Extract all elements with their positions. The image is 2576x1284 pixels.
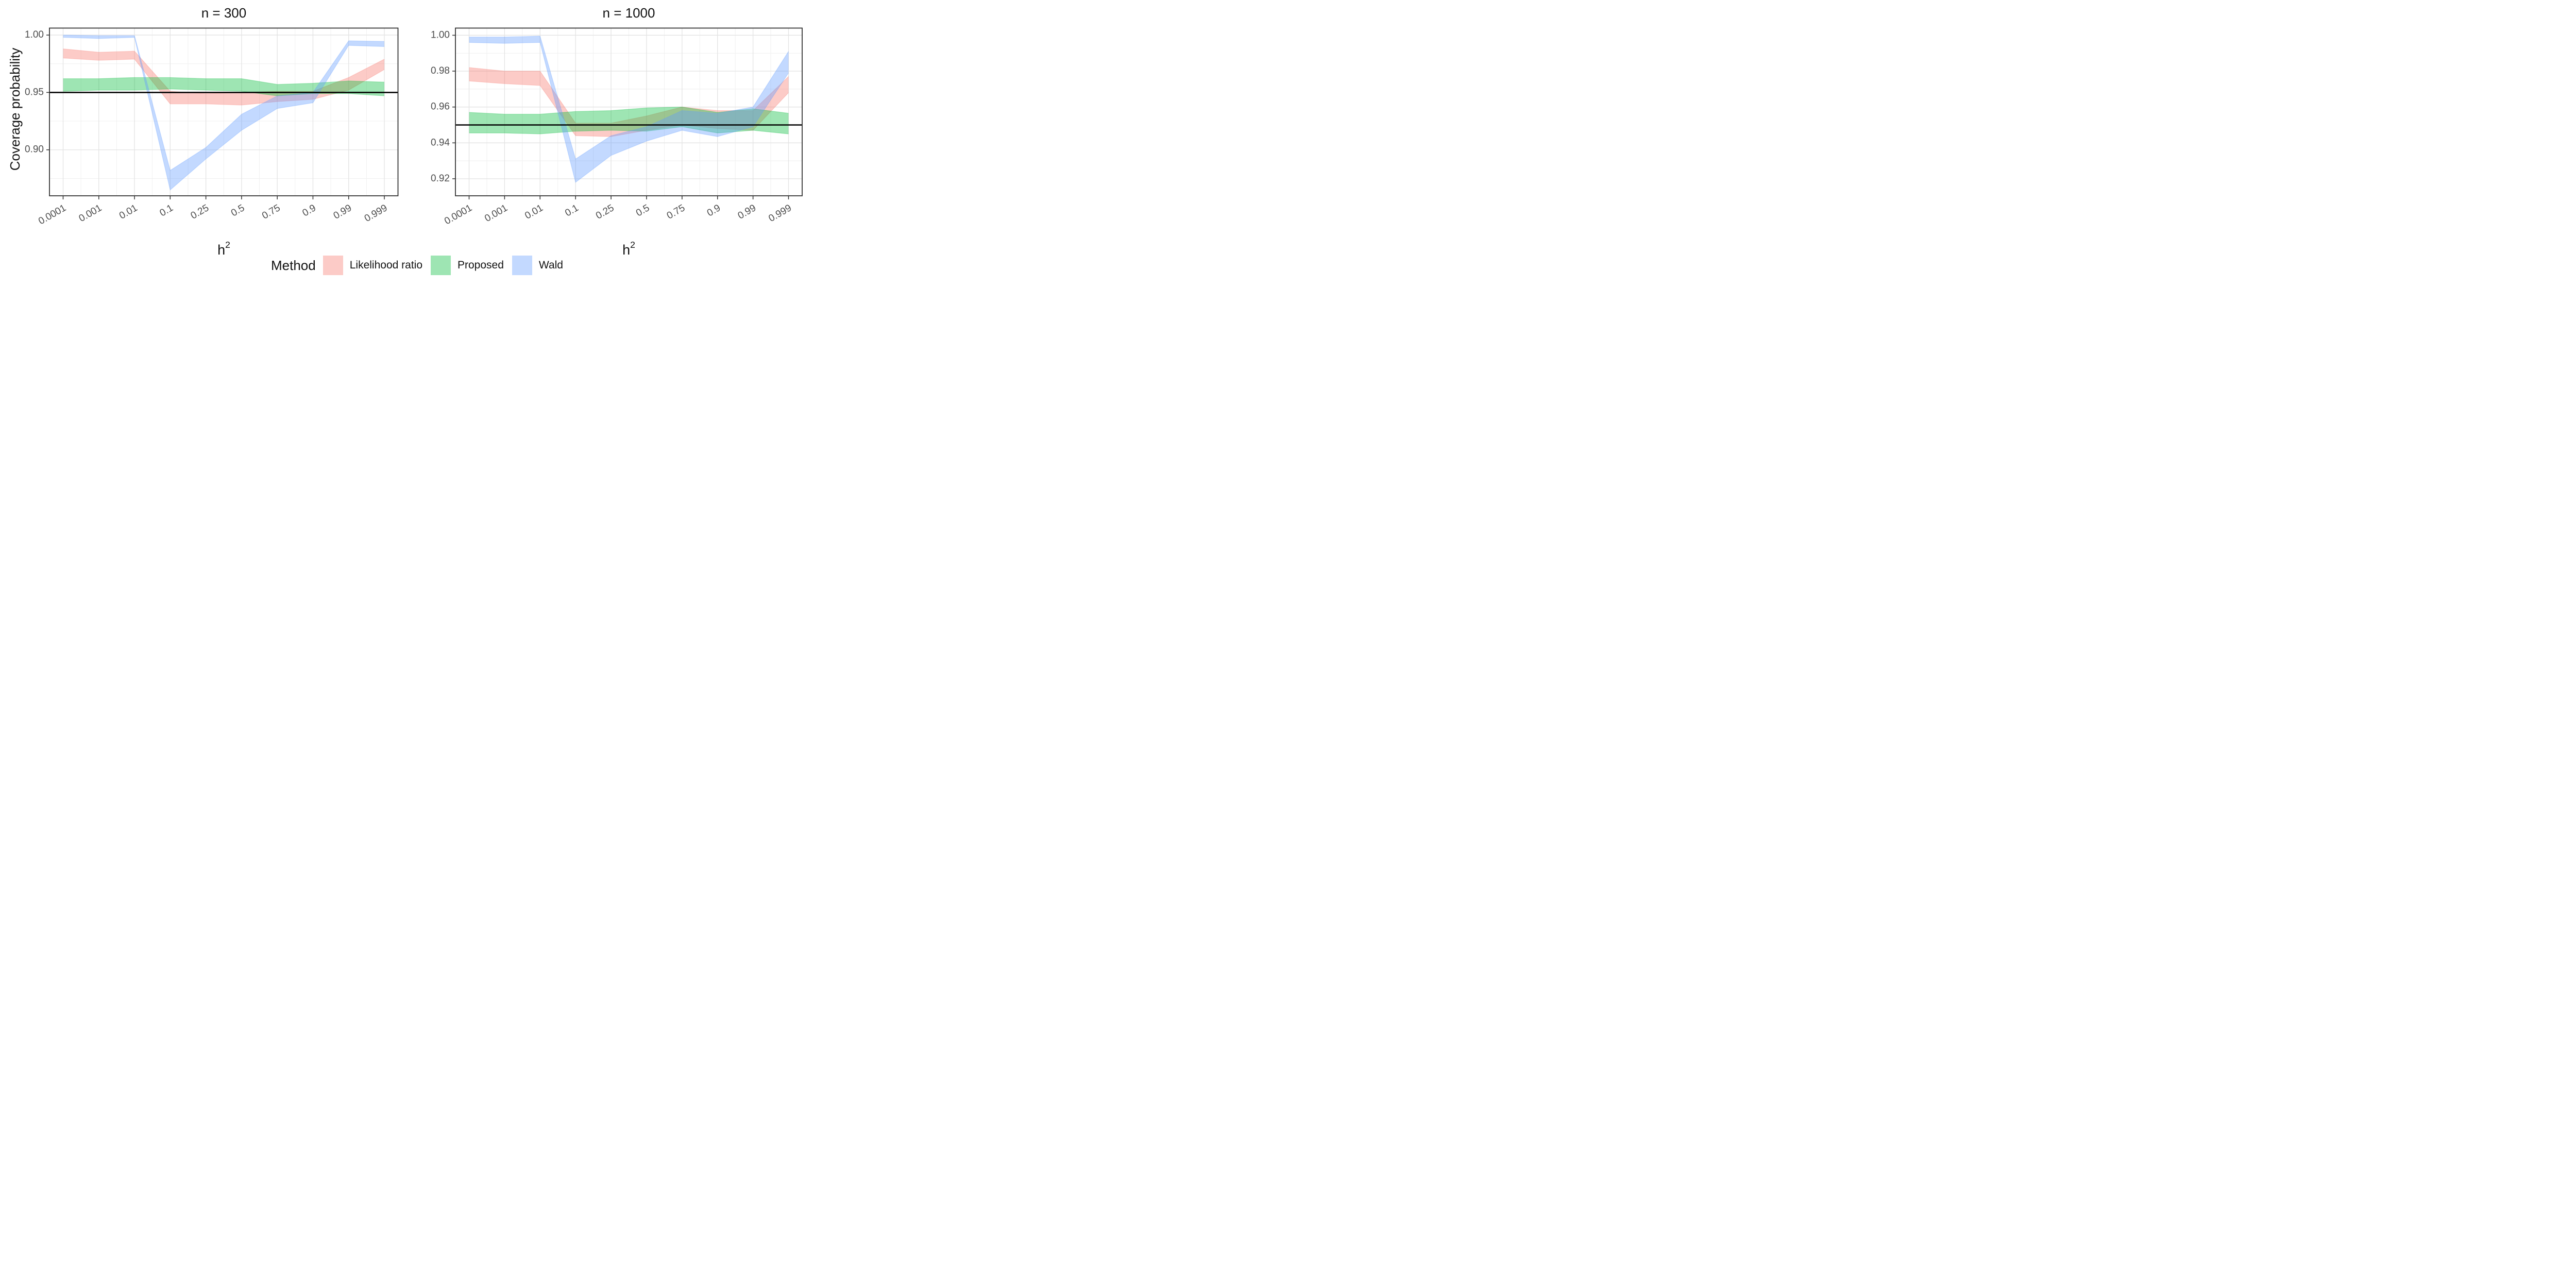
panel-border — [455, 27, 803, 196]
plot-canvas: 1.00 0.95 0.90 0.0001 0.001 0.01 0.1 0.25 0.5 0.7… — [25, 27, 803, 227]
x-tick-label: 0.0001 — [443, 202, 474, 227]
x-tick-label: 0.0001 — [37, 202, 68, 227]
x-tick-label: 0.1 — [158, 202, 175, 218]
ribbon-edge-proposed — [469, 126, 789, 134]
x-tick-label: 0.99 — [736, 202, 758, 222]
ribbon-edge-wald — [469, 42, 789, 183]
legend-entry-label: Likelihood ratio — [349, 259, 422, 271]
x-tick-label: 0.001 — [77, 202, 104, 224]
panel-border — [49, 27, 399, 196]
legend-swatch-wald — [512, 256, 532, 275]
x-tick-label: 0.9 — [301, 202, 318, 218]
ribbon-wald-n1000 — [469, 36, 789, 182]
facet-title-n300: n = 300 — [201, 5, 247, 21]
ribbon-likelihood-ratio-n300 — [63, 48, 384, 105]
figure: 1.00 0.95 0.90 0.0001 0.001 0.01 0.1 0.25 0.5 0.7… — [0, 0, 808, 280]
legend-swatch-likelihood-ratio — [323, 256, 343, 275]
ribbons — [469, 36, 789, 183]
y-tick-label: 1.00 — [431, 29, 450, 40]
x-tick-label: 0.75 — [260, 202, 282, 222]
ribbon-likelihood-ratio-n1000 — [469, 67, 789, 137]
x-tick-label: 0.5 — [634, 202, 651, 218]
x-tick-label: 0.25 — [189, 202, 211, 222]
y-tick-label: 0.98 — [431, 65, 450, 76]
legend-swatch-proposed — [431, 256, 451, 275]
y-tick-label: 1.00 — [25, 29, 44, 40]
x-tick-label: 0.01 — [117, 202, 140, 222]
x-tick-label: 0.99 — [332, 202, 354, 222]
facet-title-n1000: n = 1000 — [602, 5, 655, 21]
legend-entry-wald: Wald — [512, 256, 563, 275]
ribbon-proposed-n300 — [63, 77, 384, 96]
x-axis-title-right: h2 — [455, 240, 802, 263]
x-tick-label: 0.999 — [363, 202, 389, 224]
ribbon-edge-wald — [63, 35, 385, 171]
panel-n1000: 1.00 0.98 0.96 0.94 0.92 0.0001 0.001 0.01 0.1 0.… — [431, 27, 803, 227]
y-tick-label: 0.96 — [431, 102, 450, 112]
y-tick-label: 0.95 — [25, 87, 44, 97]
x-tick-label: 0.1 — [563, 202, 580, 218]
x-tick-label: 0.75 — [665, 202, 687, 222]
legend-entry-label: Wald — [538, 259, 563, 271]
legend-title: Method — [271, 257, 316, 273]
x-axis-title-base: h — [217, 242, 226, 258]
x-tick-label: 0.01 — [523, 202, 545, 222]
x-tick-label: 0.001 — [483, 202, 510, 224]
x-tick-label: 0.5 — [229, 202, 246, 218]
ribbon-wald-n300 — [63, 35, 384, 190]
ribbon-edge-likelihood-ratio — [469, 67, 789, 124]
x-axis-title-left: h2 — [49, 240, 398, 263]
panel-n300: 1.00 0.95 0.90 0.0001 0.001 0.01 0.1 0.25 0.5 0.7… — [25, 27, 399, 227]
x-axis-title-sup: 2 — [225, 240, 230, 250]
x-tick-label: 0.9 — [705, 202, 722, 218]
legend-entry-label: Proposed — [457, 259, 504, 271]
ribbon-edge-proposed — [469, 107, 789, 115]
ribbon-edge-wald — [469, 36, 789, 160]
y-tick-label: 0.94 — [431, 137, 450, 148]
ribbon-edge-proposed — [63, 77, 385, 85]
y-axis-title: Coverage probability — [7, 47, 23, 171]
x-axis-title-base: h — [622, 242, 631, 258]
legend-entry-likelihood-ratio: Likelihood ratio — [323, 256, 422, 275]
x-axis-title-sup: 2 — [630, 240, 635, 250]
ribbon-proposed-n1000 — [469, 107, 789, 134]
ribbon-edge-wald — [63, 37, 385, 191]
ribbon-edge-likelihood-ratio — [63, 58, 385, 106]
ribbon-edge-proposed — [63, 89, 385, 96]
x-tick-label: 0.999 — [767, 202, 793, 224]
x-tick-label: 0.25 — [594, 202, 616, 222]
ribbon-edge-likelihood-ratio — [469, 80, 789, 137]
legend: Method Likelihood ratio Proposed Wald — [0, 252, 808, 278]
legend-entry-proposed: Proposed — [431, 256, 504, 275]
y-tick-label: 0.92 — [431, 173, 450, 184]
legend-entries: Likelihood ratio Proposed Wald — [323, 256, 563, 275]
y-tick-label: 0.90 — [25, 144, 44, 155]
